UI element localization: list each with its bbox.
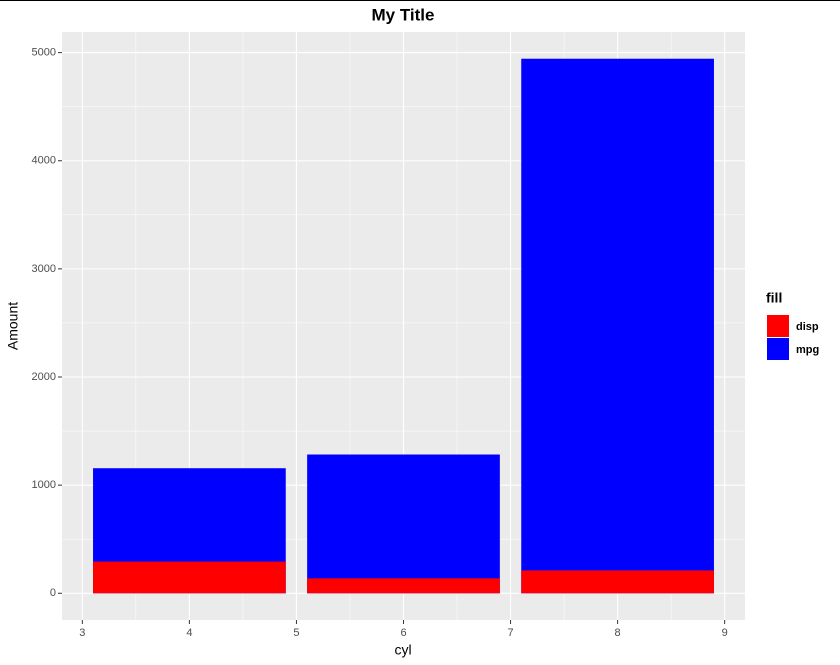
x-axis-label: cyl	[394, 642, 411, 658]
x-tick-label: 5	[293, 627, 299, 639]
x-tick-label: 4	[186, 627, 192, 639]
bar	[307, 578, 500, 594]
y-tick-label: 4000	[32, 155, 56, 167]
legend-title: fill	[766, 290, 782, 306]
legend-swatch	[767, 315, 789, 337]
y-tick-label: 0	[50, 587, 56, 599]
bar	[307, 454, 500, 594]
legend-swatch	[767, 338, 789, 360]
legend-label: disp	[796, 321, 819, 333]
x-tick-label: 7	[507, 627, 513, 639]
chart-title: My Title	[372, 5, 435, 24]
x-tick-label: 6	[400, 627, 406, 639]
bar	[521, 570, 714, 594]
bar	[521, 58, 714, 594]
x-tick-label: 9	[722, 627, 728, 639]
x-tick-label: 3	[79, 627, 85, 639]
y-tick-label: 1000	[32, 479, 56, 491]
bar	[93, 561, 286, 594]
y-tick-label: 2000	[32, 371, 56, 383]
y-tick-label: 3000	[32, 263, 56, 275]
y-tick-label: 5000	[32, 47, 56, 59]
y-axis-label: Amount	[5, 302, 21, 350]
x-tick-label: 8	[615, 627, 621, 639]
legend-label: mpg	[796, 344, 819, 356]
